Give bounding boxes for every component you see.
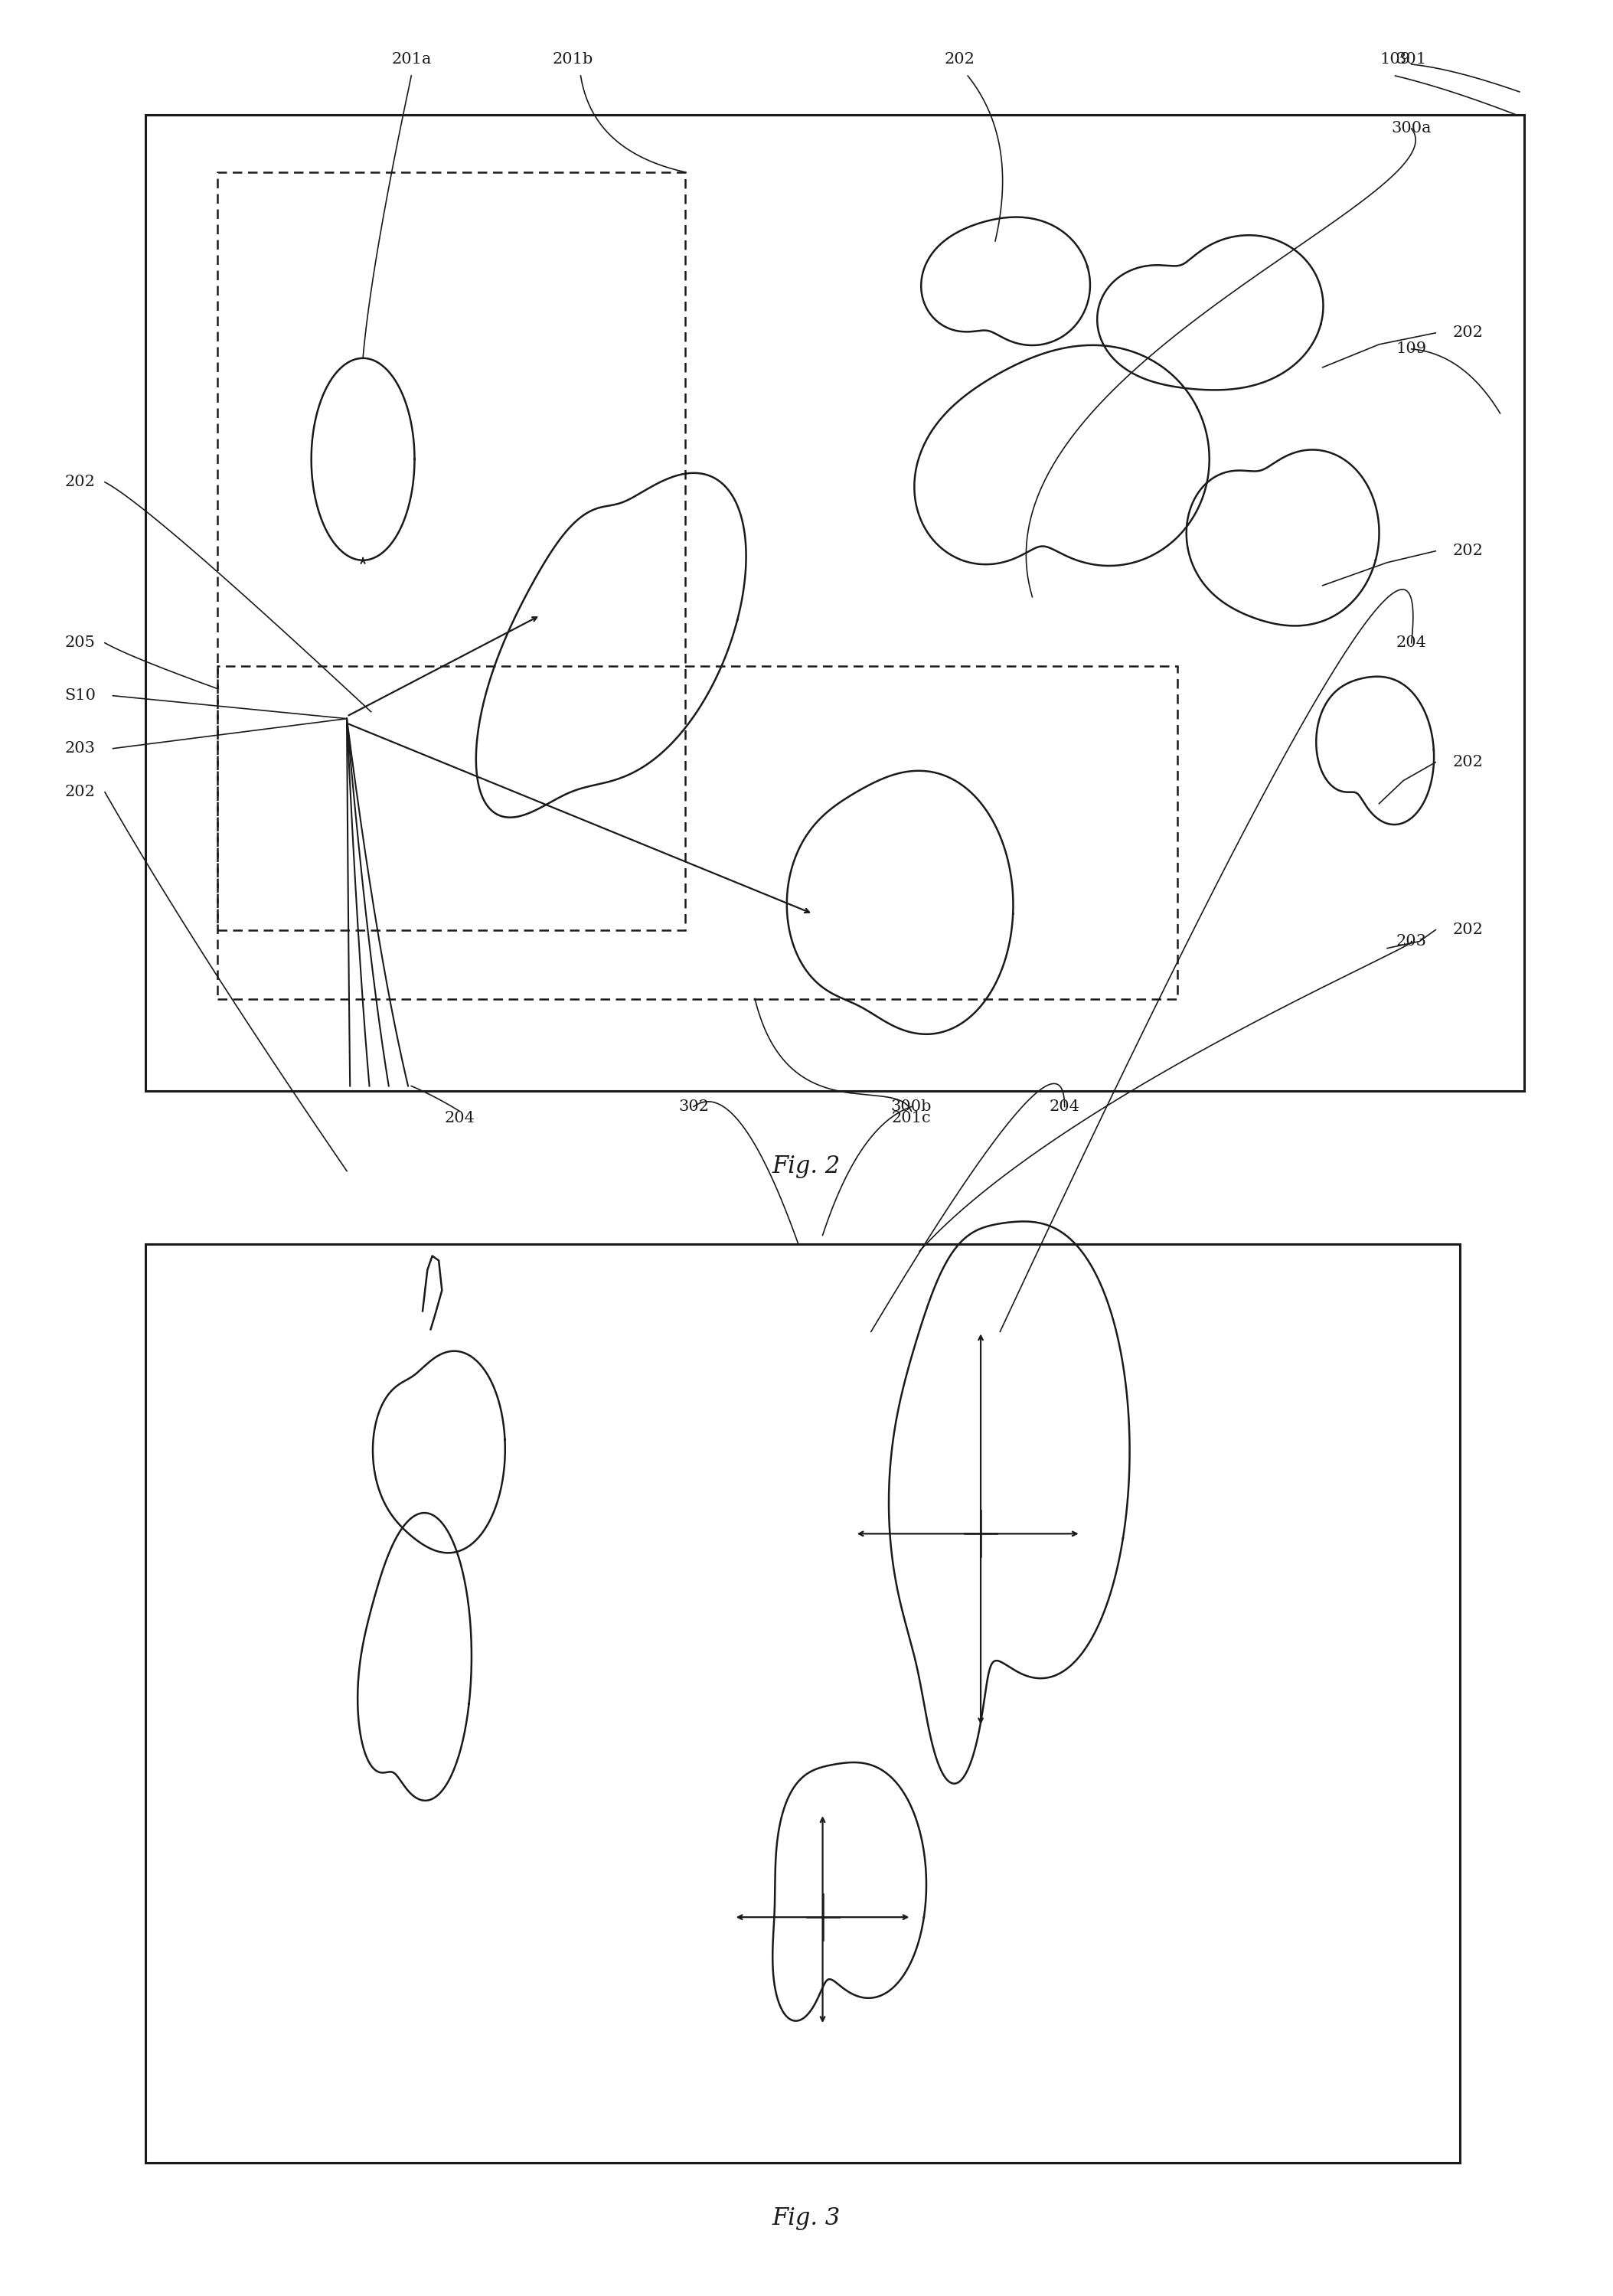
Text: 301: 301 xyxy=(1395,53,1428,67)
Text: 205: 205 xyxy=(65,636,95,650)
Text: S10: S10 xyxy=(65,689,95,703)
Bar xyxy=(218,666,1177,999)
Text: 202: 202 xyxy=(1453,755,1482,769)
Text: 201b: 201b xyxy=(552,53,594,67)
Text: 202: 202 xyxy=(1453,326,1482,340)
Text: 201a: 201a xyxy=(392,53,431,67)
Bar xyxy=(145,1244,1460,2163)
Text: 204: 204 xyxy=(1397,636,1426,650)
Text: 204: 204 xyxy=(445,1111,474,1125)
Text: 202: 202 xyxy=(65,785,95,799)
Text: 109: 109 xyxy=(1379,53,1411,67)
Text: 201c: 201c xyxy=(892,1111,931,1125)
Text: 202: 202 xyxy=(945,53,974,67)
Text: 202: 202 xyxy=(1453,544,1482,558)
Text: Fig. 2: Fig. 2 xyxy=(773,1155,840,1178)
Text: 202: 202 xyxy=(1453,923,1482,937)
Text: 203: 203 xyxy=(65,742,95,755)
Bar xyxy=(218,172,686,930)
Text: 300a: 300a xyxy=(1392,122,1431,135)
Text: Fig. 3: Fig. 3 xyxy=(773,2206,840,2229)
Bar xyxy=(145,115,1524,1091)
Text: 203: 203 xyxy=(1397,934,1426,948)
Text: 300b: 300b xyxy=(890,1100,932,1114)
Text: 302: 302 xyxy=(679,1100,708,1114)
Text: 204: 204 xyxy=(1050,1100,1079,1114)
Text: 109: 109 xyxy=(1395,342,1428,356)
Text: 202: 202 xyxy=(65,475,95,489)
